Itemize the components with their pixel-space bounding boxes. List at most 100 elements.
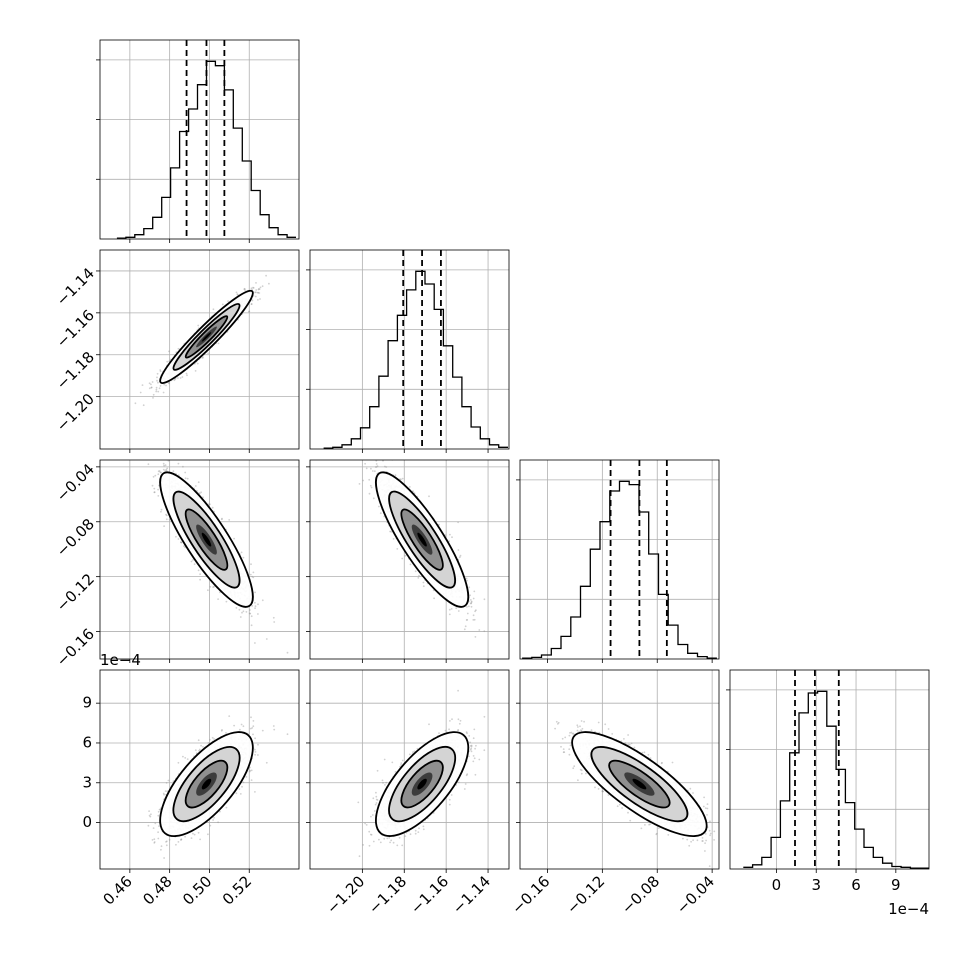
scatter-point (254, 605, 257, 608)
scatter-point (254, 291, 257, 294)
scatter-point (261, 599, 264, 602)
scatter-point (257, 603, 259, 606)
scatter-point (242, 556, 245, 559)
scatter-point (165, 518, 168, 521)
scatter-point (163, 525, 166, 527)
scatter-point (181, 376, 184, 378)
scatter-point (152, 475, 155, 478)
scatter-point (221, 517, 223, 520)
scatter-point (186, 374, 188, 377)
scatter-point (257, 299, 259, 301)
scatter-point (151, 484, 154, 487)
scatter-point (182, 465, 184, 468)
scatter-point (196, 362, 199, 365)
scatter-point (157, 488, 160, 491)
scatter-point (258, 288, 261, 290)
scatter-point (243, 288, 246, 291)
scatter-point (272, 616, 275, 619)
scatter-point (250, 303, 253, 305)
scatter-point (254, 591, 256, 594)
scatter-point (163, 464, 166, 467)
scatter-point (197, 324, 200, 327)
scatter-point (251, 299, 254, 302)
scatter-point (159, 471, 162, 474)
scatter-point (255, 282, 257, 284)
scatter-point (158, 470, 161, 472)
scatter-point (162, 391, 165, 394)
scatter-point (254, 642, 256, 644)
scatter-point (248, 310, 250, 313)
scatter-point (173, 379, 176, 382)
scatter-point (168, 350, 170, 353)
scatter-point (180, 541, 183, 544)
scatter-point (165, 468, 168, 471)
scatter-point (153, 491, 156, 494)
scatter-point (141, 384, 144, 386)
scatter-point (159, 385, 162, 387)
scatter-point (172, 470, 175, 473)
scatter-point (190, 560, 193, 563)
scatter-point (155, 390, 158, 393)
scatter-point (160, 508, 163, 511)
scatter-point (244, 289, 247, 291)
scatter-point (160, 510, 162, 513)
scatter-point (168, 382, 170, 385)
scatter-point (286, 651, 289, 654)
scatter-point (159, 369, 162, 371)
scatter-point (251, 605, 254, 607)
scatter-point (168, 518, 171, 521)
scatter-point (252, 576, 255, 579)
scatter-point (265, 638, 268, 640)
scatter-point (155, 388, 158, 391)
scatter-point (177, 347, 180, 350)
scatter-point (241, 611, 243, 614)
scatter-point (239, 616, 242, 618)
scatter-point (235, 291, 238, 294)
scatter-point (139, 391, 142, 394)
scatter-point (221, 303, 224, 306)
scatter-point (250, 563, 252, 566)
panel-1-0 (100, 250, 299, 449)
scatter-point (217, 598, 220, 600)
scatter-point (184, 471, 187, 474)
scatter-point (152, 397, 154, 399)
scatter-point (149, 456, 151, 458)
scatter-point (252, 571, 255, 574)
scatter-point (198, 492, 201, 495)
scatter-point (258, 292, 261, 294)
scatter-point (249, 612, 252, 615)
scatter-point (164, 470, 166, 472)
scatter-point (150, 386, 153, 389)
scatter-point (254, 601, 256, 604)
scatter-point (243, 287, 246, 290)
scatter-point (177, 377, 179, 379)
scatter-point (240, 551, 243, 554)
scatter-point (254, 295, 257, 298)
scatter-point (164, 464, 167, 467)
scatter-point (273, 621, 276, 623)
scatter-point (252, 286, 254, 289)
scatter-point (265, 274, 267, 277)
panel-frame (99, 249, 300, 450)
scatter-point (165, 469, 168, 472)
scatter-point (228, 519, 231, 521)
scatter-point (162, 468, 165, 471)
scatter-point (179, 377, 182, 379)
scatter-point (200, 491, 203, 494)
scatter-point (151, 381, 154, 383)
scatter-point (252, 287, 255, 289)
scatter-point (209, 503, 211, 506)
scatter-point (194, 370, 197, 372)
scatter-point (157, 470, 160, 473)
scatter-point (211, 506, 214, 509)
scatter-point (162, 462, 165, 465)
scatter-point (256, 291, 259, 294)
scatter-point (163, 383, 166, 386)
scatter-point (249, 609, 251, 611)
scatter-point (150, 383, 152, 386)
scatter-point (156, 376, 158, 379)
scatter-point (212, 308, 215, 311)
scatter-point (261, 285, 264, 288)
scatter-point (160, 471, 162, 474)
scatter-point (157, 390, 160, 393)
